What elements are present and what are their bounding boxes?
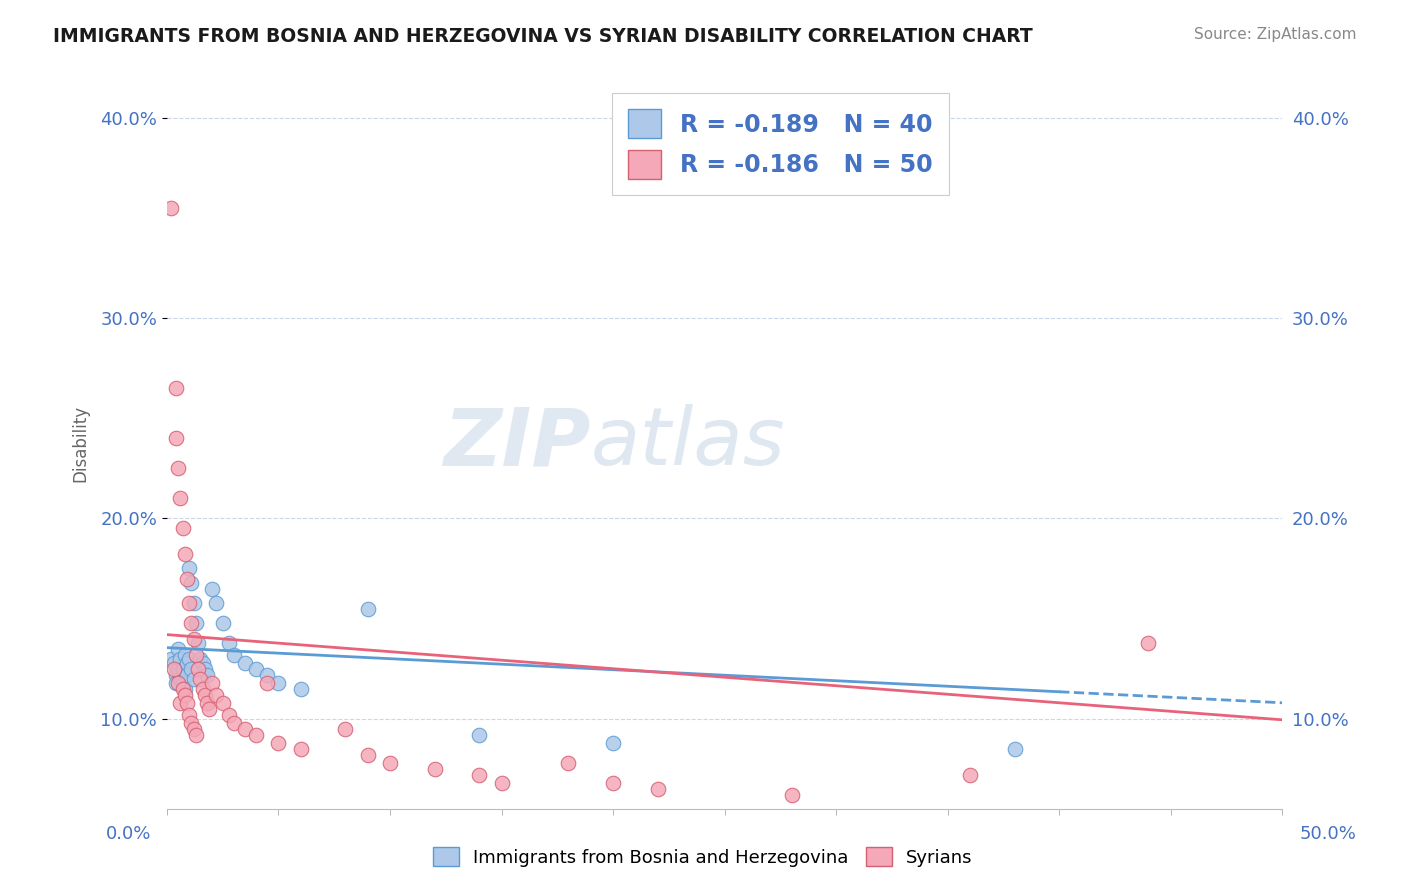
- Point: [602, 776, 624, 790]
- Text: Source: ZipAtlas.com: Source: ZipAtlas.com: [1194, 27, 1357, 42]
- Point: [165, 667, 187, 681]
- Point: [187, 662, 209, 676]
- Point: [195, 696, 218, 710]
- Text: atlas: atlas: [591, 404, 786, 483]
- Point: [290, 742, 312, 756]
- Point: [165, 431, 187, 445]
- Point: [200, 582, 222, 596]
- Point: [179, 596, 201, 610]
- Point: [222, 715, 245, 730]
- Point: [1004, 742, 1026, 756]
- Point: [173, 688, 195, 702]
- Point: [167, 675, 190, 690]
- Point: [169, 696, 191, 710]
- Point: [267, 675, 290, 690]
- Point: [176, 696, 198, 710]
- Text: ZIP: ZIP: [443, 404, 591, 483]
- Point: [256, 675, 278, 690]
- Point: [176, 572, 198, 586]
- Point: [602, 736, 624, 750]
- Point: [169, 651, 191, 665]
- Point: [423, 762, 446, 776]
- Point: [233, 656, 256, 670]
- Point: [180, 575, 202, 590]
- Point: [179, 651, 201, 665]
- Point: [179, 707, 201, 722]
- Point: [183, 632, 205, 646]
- Point: [167, 662, 190, 676]
- Point: [194, 662, 217, 676]
- Point: [173, 681, 195, 696]
- Point: [959, 768, 981, 782]
- Point: [160, 651, 183, 665]
- Point: [179, 561, 201, 575]
- Point: [780, 788, 803, 802]
- Point: [167, 461, 190, 475]
- Y-axis label: Disability: Disability: [72, 405, 89, 482]
- Point: [184, 728, 207, 742]
- Point: [176, 656, 198, 670]
- Point: [165, 381, 187, 395]
- Point: [172, 681, 194, 696]
- Point: [184, 615, 207, 630]
- Point: [180, 715, 202, 730]
- Legend: Immigrants from Bosnia and Herzegovina, Syrians: Immigrants from Bosnia and Herzegovina, …: [426, 840, 980, 874]
- Point: [183, 596, 205, 610]
- Point: [180, 662, 202, 676]
- Text: IMMIGRANTS FROM BOSNIA AND HERZEGOVINA VS SYRIAN DISABILITY CORRELATION CHART: IMMIGRANTS FROM BOSNIA AND HERZEGOVINA V…: [53, 27, 1033, 45]
- Point: [169, 491, 191, 506]
- Point: [1137, 635, 1160, 649]
- Point: [180, 615, 202, 630]
- Point: [173, 648, 195, 662]
- Point: [169, 672, 191, 686]
- Point: [267, 736, 290, 750]
- Point: [233, 722, 256, 736]
- Point: [205, 688, 228, 702]
- Point: [187, 635, 209, 649]
- Point: [191, 656, 214, 670]
- Point: [335, 722, 357, 736]
- Point: [256, 667, 278, 681]
- Text: 0.0%: 0.0%: [105, 825, 150, 843]
- Point: [357, 747, 380, 762]
- Point: [557, 756, 579, 770]
- Point: [183, 722, 205, 736]
- Point: [200, 675, 222, 690]
- Point: [245, 662, 267, 676]
- Point: [218, 707, 240, 722]
- Point: [183, 672, 205, 686]
- Point: [205, 596, 228, 610]
- Text: 50.0%: 50.0%: [1301, 825, 1357, 843]
- Point: [167, 641, 190, 656]
- Point: [176, 667, 198, 681]
- Point: [357, 601, 380, 615]
- Point: [160, 201, 183, 215]
- Point: [184, 648, 207, 662]
- Point: [190, 651, 212, 665]
- Point: [468, 728, 491, 742]
- Point: [245, 728, 267, 742]
- Point: [172, 521, 194, 535]
- Point: [211, 615, 233, 630]
- Point: [190, 672, 212, 686]
- Point: [290, 681, 312, 696]
- Point: [165, 675, 187, 690]
- Legend: R = -0.189   N = 40, R = -0.186   N = 50: R = -0.189 N = 40, R = -0.186 N = 50: [612, 93, 949, 195]
- Point: [378, 756, 401, 770]
- Point: [491, 776, 513, 790]
- Point: [194, 688, 217, 702]
- Point: [198, 702, 221, 716]
- Point: [162, 662, 184, 676]
- Point: [222, 648, 245, 662]
- Point: [218, 635, 240, 649]
- Point: [172, 675, 194, 690]
- Point: [468, 768, 491, 782]
- Point: [172, 662, 194, 676]
- Point: [211, 696, 233, 710]
- Point: [195, 667, 218, 681]
- Point: [173, 548, 195, 562]
- Point: [162, 656, 184, 670]
- Point: [191, 681, 214, 696]
- Point: [647, 781, 669, 796]
